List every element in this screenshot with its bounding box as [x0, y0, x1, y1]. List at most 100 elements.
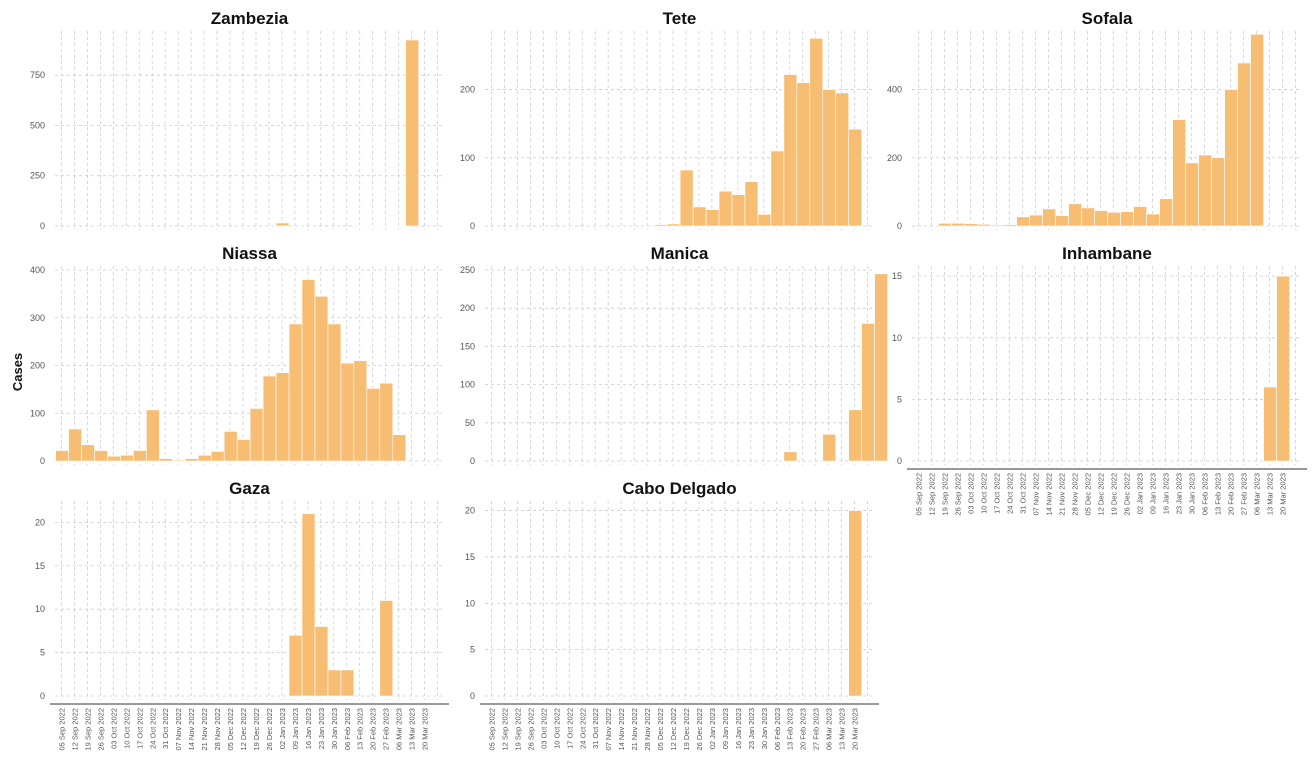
- y-tick-label: 100: [30, 408, 45, 418]
- bar: [796, 82, 811, 227]
- x-tick-label: 09 Jan 2023: [1149, 473, 1158, 514]
- bar: [1198, 154, 1212, 227]
- bar: [133, 450, 147, 462]
- bar: [1250, 34, 1264, 227]
- bar: [1133, 206, 1147, 227]
- x-tick-label: 06 Mar 2023: [1253, 473, 1262, 515]
- bar: [262, 375, 277, 462]
- x-tick-label: 19 Sep 2022: [941, 473, 950, 516]
- x-tick-label: 16 Jan 2023: [734, 708, 743, 749]
- x-tick-label: 05 Sep 2022: [915, 473, 924, 516]
- x-tick-label: 20 Feb 2023: [369, 708, 378, 750]
- bar: [120, 454, 134, 462]
- y-tick-label: 0: [40, 691, 45, 701]
- y-tick-label: 20: [35, 517, 45, 527]
- x-tick-label: 24 Oct 2022: [1006, 473, 1015, 514]
- bar: [249, 408, 264, 462]
- x-tick-label: 26 Dec 2022: [695, 708, 704, 751]
- bar: [770, 150, 785, 227]
- bar: [1185, 162, 1199, 227]
- bar: [848, 510, 862, 697]
- y-tick-label: 10: [892, 333, 902, 343]
- x-tick-label: 31 Oct 2022: [591, 708, 600, 749]
- x-tick-label: 23 Jan 2023: [317, 708, 326, 749]
- panel-manica: 0 50 100 150 200 250 Manica: [460, 244, 888, 466]
- bar: [353, 360, 368, 462]
- bar: [1263, 386, 1277, 462]
- x-tick-label: 19 Sep 2022: [83, 708, 92, 751]
- panel-sofala: 0 200 400 Sofala: [887, 9, 1302, 231]
- y-tick-label: 50: [465, 418, 475, 428]
- bar: [964, 223, 978, 227]
- bar: [1224, 89, 1238, 227]
- bar: [366, 388, 381, 462]
- bar: [1003, 224, 1017, 227]
- x-tick-label: 14 Nov 2022: [1045, 473, 1054, 516]
- x-tick-label: 12 Dec 2022: [239, 708, 248, 751]
- bar: [107, 455, 121, 462]
- bar: [783, 74, 798, 227]
- x-tick-label: 21 Nov 2022: [630, 708, 639, 751]
- x-tick-label: 19 Sep 2022: [513, 708, 522, 751]
- x-tick-label: 20 Feb 2023: [799, 708, 808, 750]
- panel-title: Tete: [663, 9, 697, 28]
- y-tick-label: 200: [887, 153, 902, 163]
- y-tick-label: 200: [460, 303, 475, 313]
- bar: [301, 513, 316, 697]
- bar: [822, 89, 837, 227]
- panel-title: Manica: [651, 244, 709, 263]
- bar: [679, 169, 694, 227]
- y-tick-label: 250: [30, 171, 45, 181]
- panel-title: Niassa: [222, 244, 277, 263]
- y-tick-label: 15: [465, 552, 475, 562]
- bar: [81, 444, 95, 462]
- x-tick-label: 13 Feb 2023: [356, 708, 365, 750]
- panel-title: Gaza: [229, 479, 270, 498]
- bar: [718, 190, 733, 227]
- y-tick-label: 0: [40, 456, 45, 466]
- x-tick-label: 10 Oct 2022: [122, 708, 131, 749]
- bar: [977, 223, 991, 227]
- x-tick-label: 03 Oct 2022: [967, 473, 976, 514]
- bar: [340, 669, 355, 697]
- bar: [379, 382, 394, 462]
- bar: [236, 439, 251, 462]
- x-tick-label: 05 Dec 2022: [656, 708, 665, 751]
- bar: [275, 222, 290, 227]
- bar: [340, 362, 355, 462]
- x-tick-label: 03 Oct 2022: [539, 708, 548, 749]
- y-tick-label: 0: [470, 456, 475, 466]
- bar: [835, 92, 850, 227]
- x-tick-label: 13 Feb 2023: [786, 708, 795, 750]
- x-tick-label: 28 Nov 2022: [643, 708, 652, 751]
- x-tick-label: 05 Sep 2022: [487, 708, 496, 751]
- y-tick-label: 5: [470, 645, 475, 655]
- bar: [1081, 207, 1095, 227]
- bar: [314, 295, 329, 462]
- x-tick-label: 26 Sep 2022: [96, 708, 105, 751]
- bar: [1172, 119, 1186, 227]
- y-tick-label: 20: [465, 506, 475, 516]
- bar: [1068, 203, 1082, 227]
- bar: [405, 39, 420, 227]
- bar: [809, 38, 824, 227]
- bar: [757, 214, 772, 227]
- bar: [392, 434, 407, 462]
- panel-niassa: 0 100 200 300 400 Niassa: [30, 244, 444, 466]
- bar: [1029, 214, 1043, 227]
- bar: [185, 458, 199, 462]
- y-tick-label: 750: [30, 70, 45, 80]
- bar: [68, 428, 82, 462]
- y-tick-label: 500: [30, 120, 45, 130]
- x-tick-label: 16 Jan 2023: [304, 708, 313, 749]
- x-tick-label: 13 Feb 2023: [1214, 473, 1223, 515]
- bar: [848, 128, 862, 227]
- x-tick-label: 24 Oct 2022: [148, 708, 157, 749]
- x-tick-label: 19 Dec 2022: [682, 708, 691, 751]
- y-tick-label: 10: [465, 598, 475, 608]
- y-tick-label: 0: [470, 221, 475, 231]
- bar: [301, 279, 316, 462]
- x-tick-label: 13 Mar 2023: [408, 708, 417, 750]
- x-tick-label: 12 Sep 2022: [928, 473, 937, 516]
- bar: [951, 222, 965, 227]
